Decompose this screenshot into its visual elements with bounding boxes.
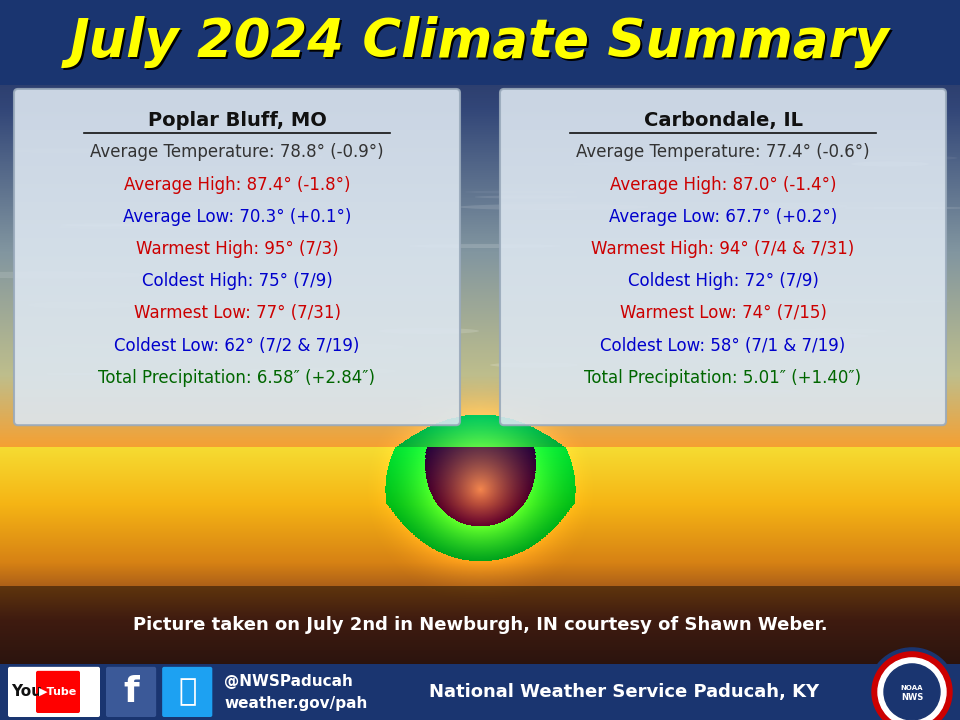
Ellipse shape [760,299,949,304]
Ellipse shape [29,302,135,308]
Ellipse shape [409,244,561,248]
Ellipse shape [652,238,814,246]
Text: Average High: 87.0° (-1.4°): Average High: 87.0° (-1.4°) [610,176,836,194]
Text: Total Precipitation: 6.58″ (+2.84″): Total Precipitation: 6.58″ (+2.84″) [99,369,375,387]
FancyBboxPatch shape [14,89,460,426]
Text: Total Precipitation: 5.01″ (+1.40″): Total Precipitation: 5.01″ (+1.40″) [585,369,861,387]
Ellipse shape [379,328,479,334]
FancyBboxPatch shape [0,664,960,720]
Text: Coldest Low: 58° (7/1 & 7/19): Coldest Low: 58° (7/1 & 7/19) [600,336,846,354]
FancyBboxPatch shape [500,89,946,426]
Circle shape [868,648,956,720]
Ellipse shape [736,203,848,209]
Ellipse shape [852,161,928,166]
Ellipse shape [60,223,143,227]
Ellipse shape [678,277,770,281]
Text: July 2024 Climate Summary: July 2024 Climate Summary [70,17,890,68]
Ellipse shape [0,271,148,279]
Circle shape [872,652,952,720]
Text: Warmest High: 95° (7/3): Warmest High: 95° (7/3) [135,240,338,258]
Text: July 2024 Climate Summary: July 2024 Climate Summary [72,19,892,71]
Text: Average Temperature: 78.8° (-0.9°): Average Temperature: 78.8° (-0.9°) [90,143,384,161]
FancyBboxPatch shape [0,586,960,664]
Ellipse shape [49,343,225,348]
Text: NOAA: NOAA [900,685,924,691]
Text: f: f [123,675,139,709]
Ellipse shape [490,362,578,367]
Ellipse shape [573,162,755,166]
Ellipse shape [856,156,957,161]
Text: Warmest High: 94° (7/4 & 7/31): Warmest High: 94° (7/4 & 7/31) [591,240,854,258]
Text: Picture taken on July 2nd in Newburgh, IN courtesy of Shawn Weber.: Picture taken on July 2nd in Newburgh, I… [132,616,828,634]
Text: Average Low: 67.7° (+0.2°): Average Low: 67.7° (+0.2°) [609,208,837,226]
FancyBboxPatch shape [0,0,960,85]
Ellipse shape [323,344,403,350]
Ellipse shape [708,333,868,340]
Text: @NWSPaducah: @NWSPaducah [225,675,353,689]
Text: Coldest Low: 62° (7/2 & 7/19): Coldest Low: 62° (7/2 & 7/19) [114,336,360,354]
Ellipse shape [465,191,583,194]
Text: National Weather Service Paducah, KY: National Weather Service Paducah, KY [429,683,819,701]
Ellipse shape [459,204,649,210]
Text: 🐦: 🐦 [179,678,197,706]
Ellipse shape [636,377,758,381]
Text: You: You [12,685,42,699]
Ellipse shape [46,373,133,375]
Text: Warmest Low: 74° (7/15): Warmest Low: 74° (7/15) [619,305,827,323]
Text: Poplar Bluff, MO: Poplar Bluff, MO [148,111,326,130]
Text: Carbondale, IL: Carbondale, IL [643,111,803,130]
FancyBboxPatch shape [106,667,156,717]
Ellipse shape [242,367,396,374]
Text: Average Low: 70.3° (+0.1°): Average Low: 70.3° (+0.1°) [123,208,351,226]
Text: ▶Tube: ▶Tube [38,687,77,697]
Text: Average High: 87.4° (-1.8°): Average High: 87.4° (-1.8°) [124,176,350,194]
Ellipse shape [655,272,767,276]
Ellipse shape [841,207,960,209]
Circle shape [878,658,946,720]
Ellipse shape [474,196,578,199]
Ellipse shape [186,146,348,150]
Text: Average Temperature: 77.4° (-0.6°): Average Temperature: 77.4° (-0.6°) [576,143,870,161]
FancyBboxPatch shape [8,667,100,717]
Ellipse shape [257,156,325,158]
Ellipse shape [14,148,154,153]
Circle shape [884,664,940,720]
Ellipse shape [56,225,226,230]
Ellipse shape [702,389,801,395]
Text: NWS: NWS [900,693,924,703]
Text: Coldest High: 72° (7/9): Coldest High: 72° (7/9) [628,272,819,290]
FancyBboxPatch shape [162,667,212,717]
Text: weather.gov/pah: weather.gov/pah [225,696,368,711]
Ellipse shape [777,328,887,333]
FancyBboxPatch shape [36,671,80,713]
Text: Warmest Low: 77° (7/31): Warmest Low: 77° (7/31) [133,305,341,323]
Text: Coldest High: 75° (7/9): Coldest High: 75° (7/9) [142,272,332,290]
